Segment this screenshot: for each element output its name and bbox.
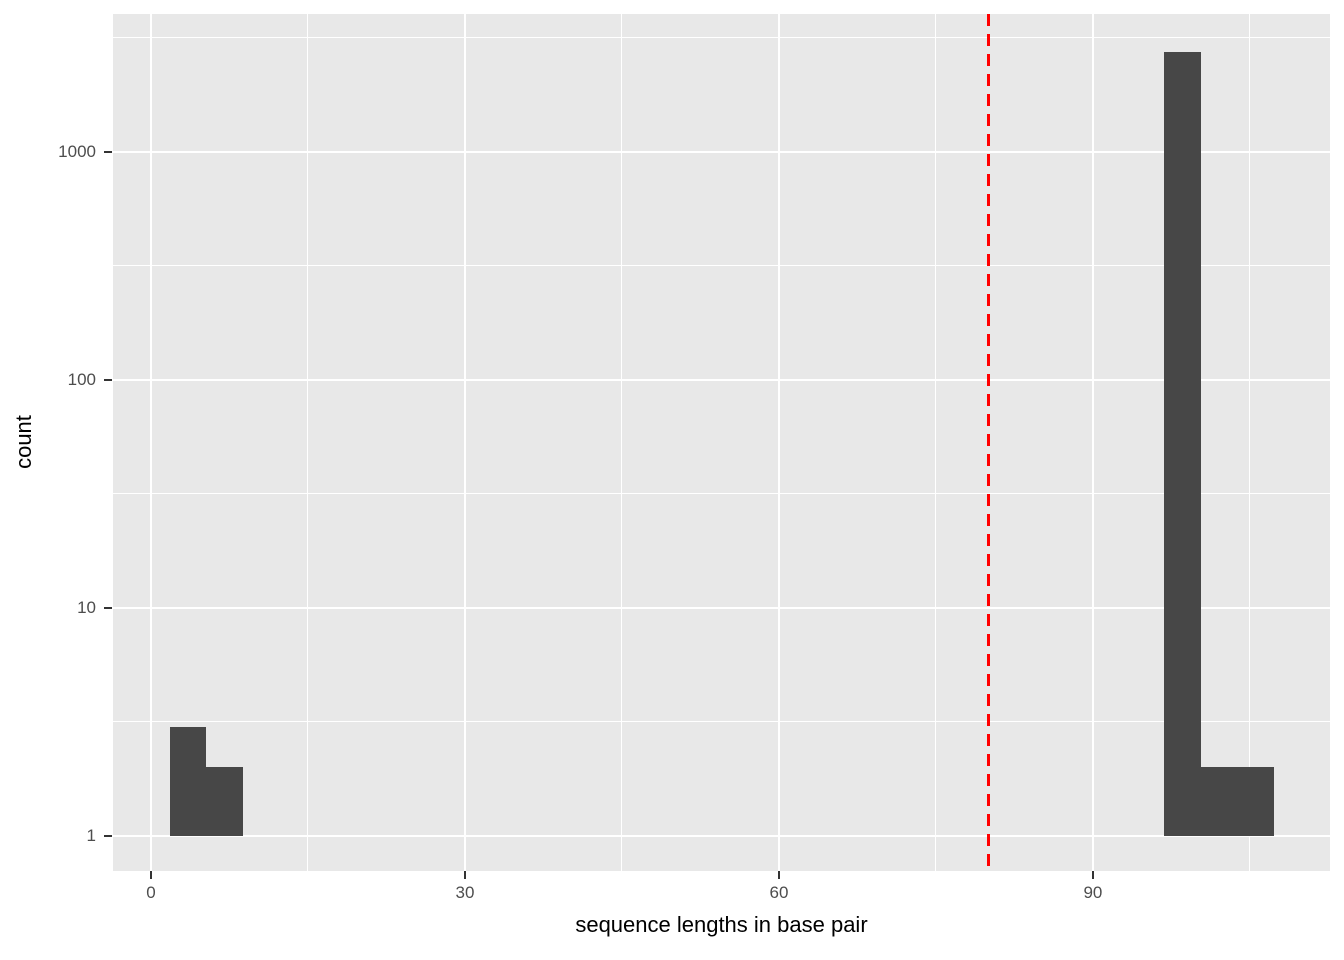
x-minor-gridline	[307, 14, 309, 871]
x-major-gridline	[777, 14, 780, 871]
y-minor-gridline	[113, 37, 1330, 39]
y-tick-label: 100	[67, 369, 96, 389]
x-tick-label: 90	[1083, 883, 1103, 902]
histogram-bar	[169, 727, 207, 836]
x-minor-gridline	[1249, 14, 1251, 871]
y-tick-label: 1	[86, 825, 96, 845]
x-tick-label: 30	[455, 883, 475, 902]
y-tick-label: 10	[77, 597, 96, 617]
threshold-dashed-line	[986, 14, 990, 871]
y-tick-mark	[104, 150, 112, 153]
y-tick-mark	[104, 378, 112, 381]
x-tick-mark	[1091, 871, 1094, 879]
y-major-gridline	[113, 150, 1330, 153]
y-tick-mark	[104, 834, 112, 837]
histogram-bar	[1200, 767, 1274, 836]
x-minor-gridline	[621, 14, 623, 871]
y-tick-mark	[104, 606, 112, 609]
histogram-bar	[206, 767, 244, 836]
y-minor-gridline	[113, 721, 1330, 723]
histogram-bar	[1164, 51, 1201, 836]
x-major-gridline	[149, 14, 152, 871]
x-major-gridline	[1091, 14, 1094, 871]
x-tick-mark	[777, 871, 780, 879]
x-axis-title: sequence lengths in base pair	[575, 912, 868, 937]
y-major-gridline	[113, 378, 1330, 381]
x-minor-gridline	[935, 14, 937, 871]
y-major-gridline	[113, 834, 1330, 837]
x-major-gridline	[463, 14, 466, 871]
x-tick-label: 60	[769, 883, 789, 902]
x-tick-mark	[149, 871, 152, 879]
x-tick-mark	[463, 871, 466, 879]
y-major-gridline	[113, 606, 1330, 609]
y-minor-gridline	[113, 493, 1330, 495]
plot-panel	[113, 14, 1330, 871]
x-tick-label: 0	[146, 883, 156, 902]
y-tick-label: 1000	[58, 141, 96, 161]
y-minor-gridline	[113, 265, 1330, 267]
y-axis-title: count	[11, 415, 36, 469]
